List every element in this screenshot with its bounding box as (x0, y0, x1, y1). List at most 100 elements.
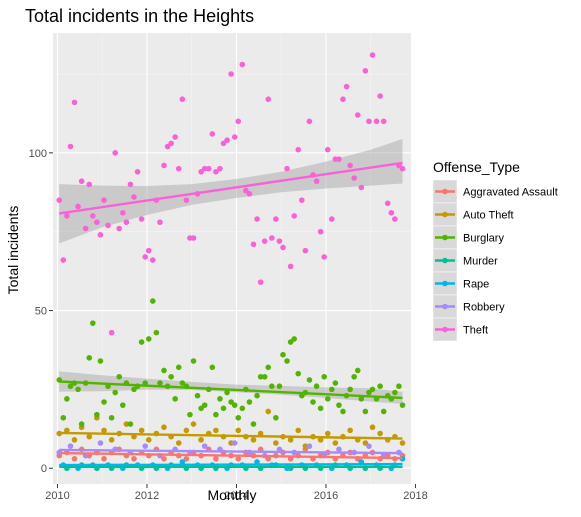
data-point (399, 440, 406, 446)
data-point (71, 455, 78, 462)
data-point (179, 96, 186, 103)
data-point (97, 358, 104, 364)
data-point (60, 414, 67, 421)
data-point (347, 162, 353, 169)
data-point (217, 165, 223, 172)
data-point (116, 225, 123, 232)
data-point (149, 257, 156, 263)
confidence-band (59, 371, 403, 404)
data-point (261, 373, 268, 380)
data-point (351, 175, 357, 181)
data-point (127, 181, 134, 188)
data-point (276, 446, 283, 453)
data-point (56, 197, 63, 203)
legend-key-point (442, 234, 448, 241)
data-point (224, 389, 230, 396)
data-point (105, 222, 111, 229)
data-point (261, 238, 268, 244)
data-point (108, 437, 115, 443)
data-point (295, 146, 302, 153)
data-point (67, 443, 74, 449)
data-point (239, 61, 246, 68)
data-point (269, 383, 275, 390)
data-point (213, 411, 219, 418)
data-point (231, 440, 238, 446)
data-point (246, 191, 253, 197)
data-point (340, 96, 346, 103)
legend-items: Aggravated Assault Auto Theft Burglary Murd… (432, 179, 558, 342)
data-point (64, 213, 70, 219)
confidence-bands (59, 138, 403, 404)
data-point (172, 396, 178, 402)
data-point (366, 443, 372, 449)
data-point (302, 443, 309, 449)
data-point (108, 329, 115, 336)
axes: 2010 2012 2014 2016 2018 0 50 100 (29, 148, 428, 502)
data-point (67, 383, 74, 390)
chart-title: Total incidents in the Heights (25, 6, 254, 26)
data-point (377, 93, 383, 99)
data-point (108, 414, 115, 421)
data-point (235, 455, 242, 462)
data-point (183, 455, 190, 462)
trend-line (59, 462, 403, 467)
data-point (276, 238, 283, 244)
data-point (235, 118, 242, 125)
y-tick-label: 0 (41, 463, 47, 475)
data-point (276, 383, 283, 390)
data-point (336, 402, 342, 408)
y-tick-label: 50 (35, 306, 47, 318)
data-point (213, 427, 219, 434)
data-point (347, 386, 353, 393)
data-point (280, 351, 286, 358)
data-point (205, 165, 212, 172)
data-point (131, 455, 137, 462)
data-point (354, 367, 361, 374)
data-point (149, 298, 156, 304)
trend-lines (59, 161, 403, 469)
data-point (134, 168, 141, 175)
data-point (306, 118, 313, 125)
data-point (201, 402, 208, 408)
data-point (336, 156, 342, 162)
data-point (373, 118, 380, 125)
data-point (64, 427, 70, 434)
data-point (287, 437, 294, 443)
data-point (224, 137, 230, 144)
data-point (280, 244, 286, 251)
data-point (295, 370, 302, 377)
legend-label: Robbery (463, 302, 505, 314)
data-point (380, 118, 387, 125)
data-point (183, 197, 190, 203)
data-point (231, 402, 238, 408)
legend-key-point (442, 303, 448, 310)
trend-line (59, 451, 403, 460)
data-point (358, 184, 365, 191)
x-tick-label: 2016 (314, 490, 338, 502)
data-point (254, 216, 260, 222)
data-point (116, 373, 123, 380)
data-point (343, 83, 350, 90)
data-point (324, 396, 331, 402)
legend: Offense_Type Aggravated Assault Auto Thef… (432, 159, 558, 342)
data-point (161, 162, 167, 169)
data-point (157, 380, 163, 386)
data-point (82, 225, 89, 232)
data-point (250, 437, 257, 443)
data-point (347, 427, 353, 434)
data-point (351, 373, 357, 380)
data-point (201, 443, 208, 449)
data-point (265, 408, 272, 415)
legend-label: Auto Theft (463, 210, 514, 222)
data-point (354, 112, 361, 118)
data-point (75, 203, 81, 210)
data-point (235, 427, 242, 434)
data-point (101, 427, 107, 434)
data-point (257, 373, 264, 380)
data-point (179, 459, 186, 465)
data-point (161, 367, 167, 374)
data-point (94, 411, 100, 418)
legend-key-point (442, 211, 448, 218)
